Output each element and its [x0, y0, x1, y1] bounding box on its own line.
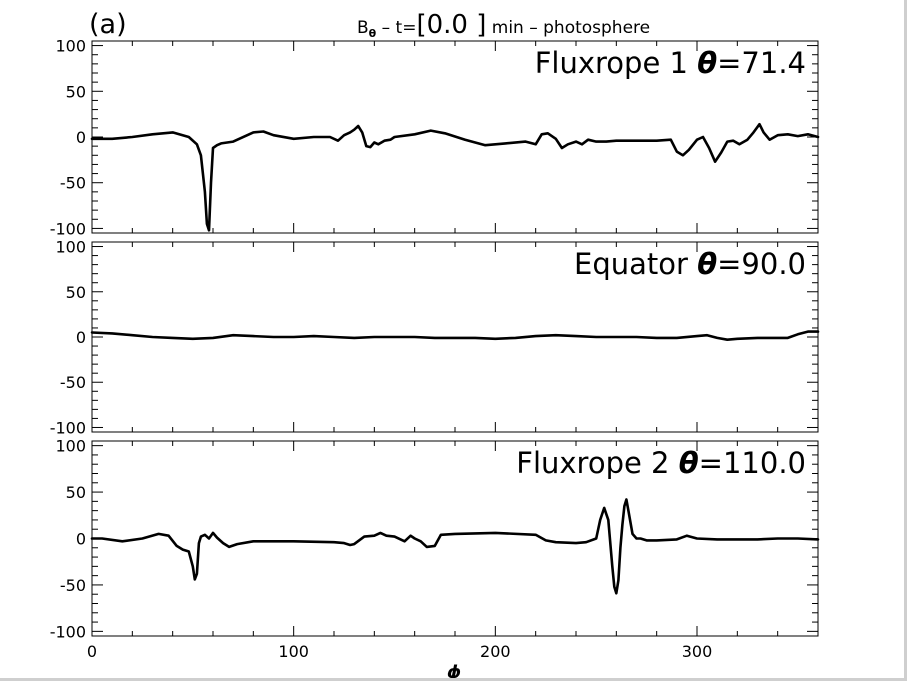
panel-label: (a)	[89, 9, 127, 40]
y-tick-label: 0	[76, 128, 86, 147]
x-axis-label: ϕ	[447, 662, 461, 678]
y-tick-label: -100	[50, 418, 86, 437]
title-suffix: min – photosphere	[486, 18, 650, 38]
x-tick-label: 0	[87, 642, 97, 661]
y-tick-label: 0	[76, 328, 86, 347]
annotation-label: Equator	[574, 247, 697, 281]
x-tick-label: 300	[682, 642, 713, 661]
annotation-value: =71.4	[717, 46, 806, 80]
y-tick-label: 50	[66, 283, 86, 302]
title-middle: – t=	[376, 18, 416, 38]
y-tick-label: -100	[50, 622, 86, 641]
chart-panel-1: 100 50 0 -50 -100 Fluxrope 1 θ=71.4	[50, 37, 820, 238]
x-tick-label: 100	[278, 642, 309, 661]
annotation-value: =90.0	[717, 247, 806, 281]
title-time: [0.0 ]	[416, 10, 486, 40]
y-tick-label: 100	[55, 238, 86, 257]
figure-title: Bθ – t=[0.0 ] min – photosphere	[357, 10, 650, 40]
y-tick-label: -100	[50, 219, 86, 238]
y-tick-label: 50	[66, 82, 86, 101]
annotation-label: Fluxrope 2	[516, 446, 678, 480]
window-bottom-edge	[0, 678, 907, 681]
panel-annotation: Equator θ=90.0	[574, 247, 806, 281]
title-subscript: θ	[369, 27, 377, 40]
annotation-value: =110.0	[699, 446, 806, 480]
window-right-edge	[904, 0, 907, 681]
panel-annotation: Fluxrope 1 θ=71.4	[535, 46, 806, 80]
y-tick-label: 100	[55, 37, 86, 56]
annotation-theta: θ	[697, 46, 717, 80]
y-tick-label: -50	[60, 576, 86, 595]
annotation-theta: θ	[697, 247, 717, 281]
series-line	[90, 122, 820, 232]
y-tick-label: 0	[76, 530, 86, 549]
y-tick-label: 50	[66, 483, 86, 502]
y-tick-label: -50	[60, 373, 86, 392]
chart-panel-2: 100 50 0 -50 -100 Equator θ=90.0	[50, 238, 820, 437]
title-prefix: B	[357, 18, 369, 38]
y-tick-label: -50	[60, 174, 86, 193]
y-tick-label: 100	[55, 437, 86, 456]
x-tick-label: 200	[480, 642, 511, 661]
series-line	[90, 330, 820, 342]
panel-annotation: Fluxrope 2 θ=110.0	[516, 446, 806, 480]
annotation-theta: θ	[679, 446, 699, 480]
annotation-label: Fluxrope 1	[535, 46, 697, 80]
series-line	[90, 498, 820, 595]
